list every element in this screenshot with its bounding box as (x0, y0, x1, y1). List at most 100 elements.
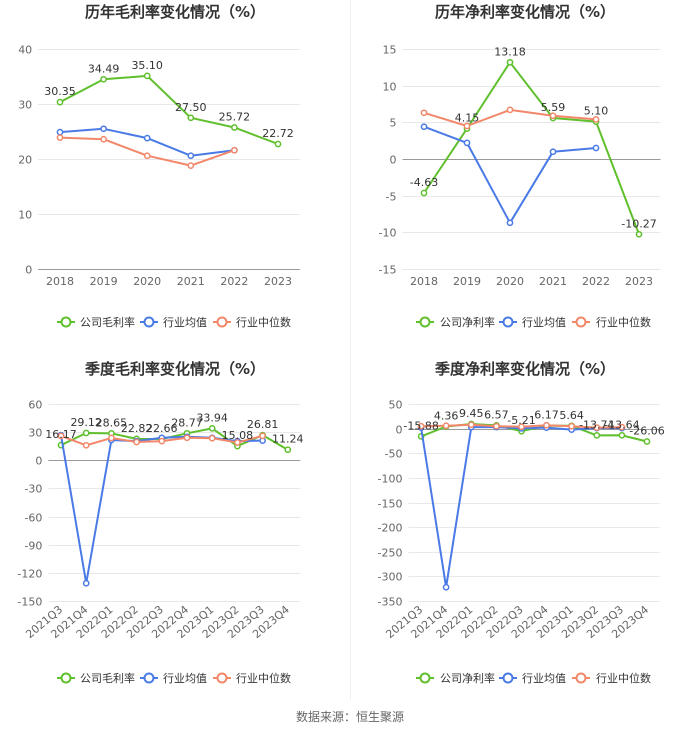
legend-item-company[interactable]: 公司净利率 (416, 315, 495, 329)
legend-item-industry-mean[interactable]: 行业均值 (140, 316, 207, 329)
data-label: 15.08 (222, 429, 254, 442)
data-label: -15.88 (403, 419, 438, 432)
data-point (187, 162, 195, 169)
legend-label: 行业中位数 (596, 315, 651, 329)
data-label: 25.72 (219, 111, 251, 124)
legend-item-company[interactable]: 公司毛利率 (57, 315, 135, 329)
data-label: 5.59 (541, 101, 566, 114)
legend: 公司净利率 行业均值 行业中位数 (416, 315, 651, 329)
x-tick-label: 2023 (625, 275, 653, 288)
data-label: 27.50 (175, 101, 207, 114)
legend: 公司毛利率 行业均值 行业中位数 (57, 671, 291, 685)
y-tick-label: 0 (396, 424, 403, 437)
data-point (82, 429, 90, 437)
data-source-note: 数据来源：恒生聚源 (296, 709, 404, 724)
data-point (187, 152, 195, 160)
legend-item-industry-median[interactable]: 行业中位数 (213, 671, 291, 685)
series-industry-median (420, 106, 600, 130)
y-tick-label: 60 (28, 399, 42, 412)
data-label: 4.15 (455, 112, 480, 125)
data-label: 13.18 (494, 45, 526, 58)
legend-line-circle-icon (57, 672, 75, 684)
legend-line-circle-icon (57, 316, 75, 328)
data-label: 6.57 (484, 408, 509, 421)
series-line (59, 74, 279, 145)
series-line (60, 434, 264, 585)
data-label: 30.35 (44, 85, 76, 98)
data-point (592, 116, 600, 123)
x-tick-label: 2023 (264, 275, 292, 288)
plot-area: -150 -120 -90 -60 -30 0 30 60 2021Q32021Q42022Q1… (17, 399, 303, 642)
legend-item-industry-mean[interactable]: 行业均值 (499, 316, 566, 329)
legend-label: 行业均值 (522, 672, 566, 685)
data-point (274, 140, 282, 148)
legend: 公司毛利率 行业均值 行业中位数 (57, 315, 291, 329)
data-label: -26.06 (629, 425, 664, 438)
data-labels: 30.35 34.49 35.10 27.50 25.72 22.72 (44, 59, 294, 140)
legend-line-circle-icon (140, 316, 158, 328)
data-point (100, 135, 107, 143)
data-point (493, 422, 500, 430)
data-point (506, 58, 514, 66)
data-label: 5.10 (584, 105, 609, 118)
data-point (231, 146, 238, 154)
data-label: 22.66 (146, 422, 178, 435)
series-industry-mean (57, 431, 266, 587)
data-point (442, 583, 450, 591)
data-label: -5.21 (507, 414, 535, 427)
x-tick-label: 2022 (582, 275, 610, 288)
data-point (56, 98, 64, 106)
legend-item-industry-median[interactable]: 行业中位数 (572, 315, 651, 329)
legend-line-circle-icon (140, 672, 158, 684)
data-label: 22.72 (262, 127, 294, 140)
data-point (56, 128, 64, 136)
x-tick-label: 2022 (220, 275, 248, 288)
data-labels: -15.884.36 9.45 6.57-5.216.17 5.64-13.74-13… (403, 407, 664, 438)
legend-item-industry-median[interactable]: 行业中位数 (572, 671, 651, 685)
y-axis: -15 -10 -5 0 5 10 15 (379, 44, 661, 277)
series-line (423, 61, 640, 236)
y-tick-label: -15 (379, 264, 397, 277)
series-line (420, 426, 623, 589)
data-label: 11.24 (272, 433, 304, 446)
data-point (284, 446, 292, 454)
data-point (618, 423, 626, 431)
series-industry-median (417, 421, 626, 431)
chart-title: 季度净利率变化情况（%） (435, 360, 615, 378)
legend: 公司净利率 行业均值 行业中位数 (416, 671, 651, 685)
legend-label: 行业中位数 (236, 671, 291, 685)
y-tick-label: -30 (24, 483, 42, 496)
data-point (56, 134, 64, 141)
legend-item-industry-mean[interactable]: 行业均值 (499, 672, 566, 685)
series-industry-mean (417, 423, 626, 591)
y-tick-label: -250 (378, 547, 403, 560)
data-point (518, 423, 525, 431)
y-tick-label: 10 (383, 81, 397, 94)
data-label: 26.81 (247, 418, 279, 431)
y-tick-label: -50 (385, 448, 403, 461)
legend-item-company[interactable]: 公司净利率 (416, 671, 495, 685)
legend-item-industry-mean[interactable]: 行业均值 (140, 672, 207, 685)
legend-item-company[interactable]: 公司毛利率 (57, 671, 135, 685)
legend-label: 行业中位数 (596, 671, 651, 685)
y-tick-label: -100 (378, 473, 403, 486)
x-tick-label: 2020 (496, 275, 524, 288)
y-tick-label: 40 (18, 44, 32, 57)
series-industry-median (56, 134, 238, 169)
legend-line-circle-icon (499, 672, 517, 684)
legend-line-circle-icon (499, 316, 517, 328)
data-point (506, 106, 514, 114)
series-line (59, 127, 236, 157)
data-label: -13.74 (579, 418, 614, 431)
y-tick-label: 0 (35, 455, 42, 468)
data-point (100, 75, 107, 83)
legend-label: 公司净利率 (440, 315, 495, 329)
legend-item-industry-median[interactable]: 行业中位数 (213, 315, 291, 329)
legend-label: 公司毛利率 (80, 671, 135, 685)
x-tick-label: 2021 (539, 275, 567, 288)
data-label: 33.94 (196, 411, 228, 424)
x-tick-label: 2021 (177, 275, 205, 288)
data-point (143, 72, 151, 80)
series-industry-median (57, 432, 266, 449)
